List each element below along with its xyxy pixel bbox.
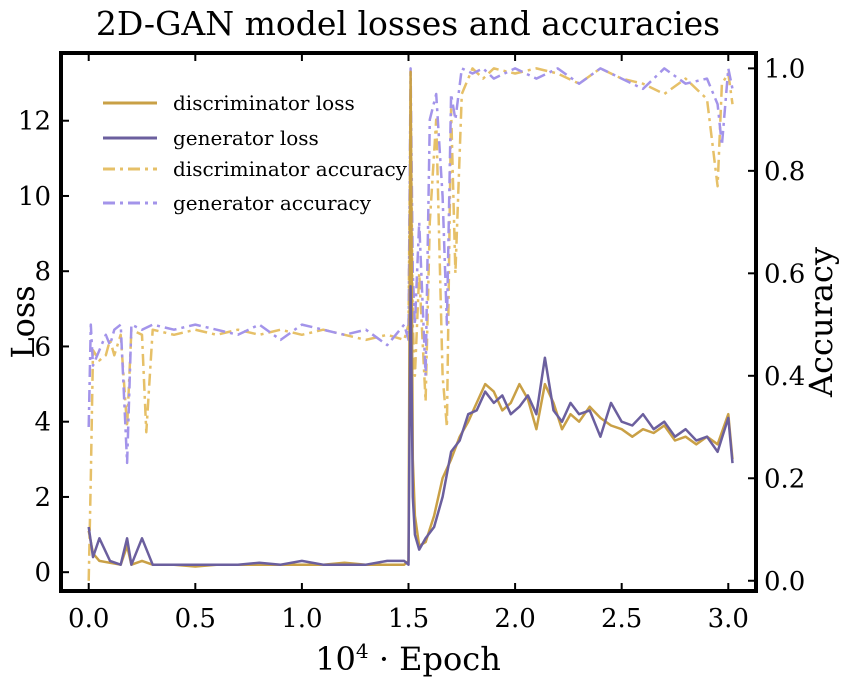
y-right-tick-label: 0.0	[764, 567, 805, 597]
chart-title: 2D-GAN model losses and accuracies	[96, 4, 720, 43]
y-axis-right-label: Accuracy	[802, 247, 840, 398]
y-left-tick-label: 0	[34, 558, 51, 588]
x-axis-label-prefix: 10	[315, 640, 356, 678]
x-axis-label-exponent: 4	[356, 639, 369, 663]
x-axis-label: 104 · Epoch	[315, 639, 501, 678]
y-left-tick-label: 4	[34, 408, 51, 438]
tick-layer: 0.0 0.5 1.0 1.5 2.0 2.5 3.0 0 2 4 6 8 10 12 0.0 0.2 0.4 0…	[18, 53, 805, 634]
y-right-tick-label: 0.6	[764, 259, 805, 289]
y-left-tick-label: 8	[34, 257, 51, 287]
series-layer	[87, 67, 734, 581]
y-left-tick-label: 10	[18, 182, 51, 212]
y-left-tick-label: 12	[18, 107, 51, 137]
y-right-tick-label: 0.4	[764, 362, 805, 392]
y-left-tick-label: 6	[34, 332, 51, 362]
x-tick-label: 1.0	[281, 604, 322, 634]
series-line-generator-loss	[87, 285, 734, 566]
legend-label-generator-accuracy: generator accuracy	[173, 191, 372, 215]
series-line-generator-accuracy	[87, 67, 734, 465]
y-right-tick-label: 0.8	[764, 157, 805, 187]
x-tick-label: 0.5	[175, 604, 216, 634]
x-tick-label: 3.0	[708, 604, 749, 634]
legend: discriminator loss generator loss discri…	[103, 91, 408, 215]
y-axis-left-label: Loss	[4, 285, 42, 358]
x-tick-label: 2.0	[494, 604, 535, 634]
y-right-tick-label: 1.0	[764, 54, 805, 84]
x-tick-label: 0.0	[68, 604, 109, 634]
x-tick-label: 1.5	[388, 604, 429, 634]
x-tick-label: 2.5	[601, 604, 642, 634]
legend-label-generator-loss: generator loss	[173, 126, 319, 150]
y-right-tick-label: 0.2	[764, 464, 805, 494]
y-left-tick-label: 2	[34, 483, 51, 513]
x-axis-label-suffix: · Epoch	[369, 640, 501, 678]
legend-label-discriminator-loss: discriminator loss	[173, 91, 355, 115]
legend-label-discriminator-accuracy: discriminator accuracy	[173, 157, 408, 181]
